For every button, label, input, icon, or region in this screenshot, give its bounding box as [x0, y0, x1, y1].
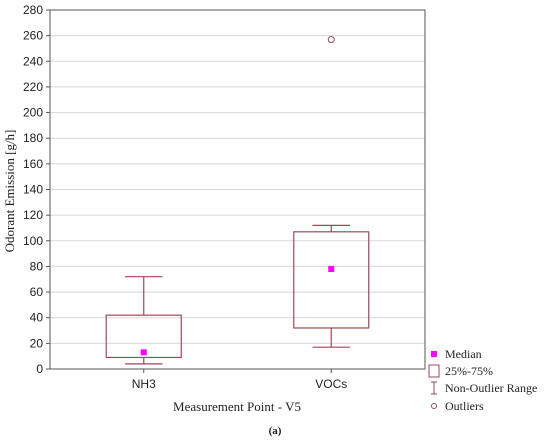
outlier-point: [327, 35, 335, 43]
y-tick-label: 140: [23, 183, 43, 197]
figure-caption: (a): [269, 425, 282, 437]
y-tick-label: 160: [23, 157, 43, 171]
box-series: [105, 35, 370, 365]
y-tick-label: 180: [23, 131, 43, 145]
y-tick-label: 120: [23, 208, 43, 222]
legend-label: 25%-75%: [445, 364, 493, 378]
grid-lines: [50, 9, 425, 370]
legend-symbol-median: [431, 351, 437, 357]
y-tick-label: 260: [23, 29, 43, 43]
y-tick-label: 0: [36, 362, 43, 376]
y-tick-label: 220: [23, 80, 43, 94]
box-group-nh3: [105, 276, 182, 365]
y-tick-label: 280: [23, 3, 43, 17]
legend-symbol-box: [428, 364, 440, 378]
legend-label: Outliers: [445, 399, 484, 413]
x-axis: NH3 VOCs: [132, 369, 347, 391]
iqr-box: [105, 314, 182, 359]
y-tick-label: 80: [30, 259, 44, 273]
median-marker: [140, 349, 147, 356]
y-axis: 0 20 40 60 80 100 120 140 160 180 200 220 240 260 280: [23, 3, 50, 376]
median-marker: [328, 265, 335, 272]
x-axis-title: Measurement Point - V5: [173, 399, 301, 414]
y-axis-title: Odorant Emission [g/h]: [2, 130, 17, 253]
x-tick-label: VOCs: [315, 377, 347, 391]
y-tick-label: 240: [23, 54, 43, 68]
x-tick-label: NH3: [132, 377, 156, 391]
legend-label: Median: [445, 347, 482, 361]
legend-symbol-outlier: [431, 403, 437, 409]
box-group-vocs: [293, 35, 370, 348]
y-tick-label: 100: [23, 234, 43, 248]
y-tick-label: 40: [30, 311, 44, 325]
legend-label: Non-Outlier Range: [445, 381, 537, 395]
y-tick-label: 200: [23, 106, 43, 120]
legend: Median 25%-75% Non-Outlier Range Outliers: [428, 347, 537, 413]
iqr-box: [293, 231, 370, 329]
y-tick-label: 60: [30, 285, 44, 299]
y-tick-label: 20: [30, 336, 44, 350]
